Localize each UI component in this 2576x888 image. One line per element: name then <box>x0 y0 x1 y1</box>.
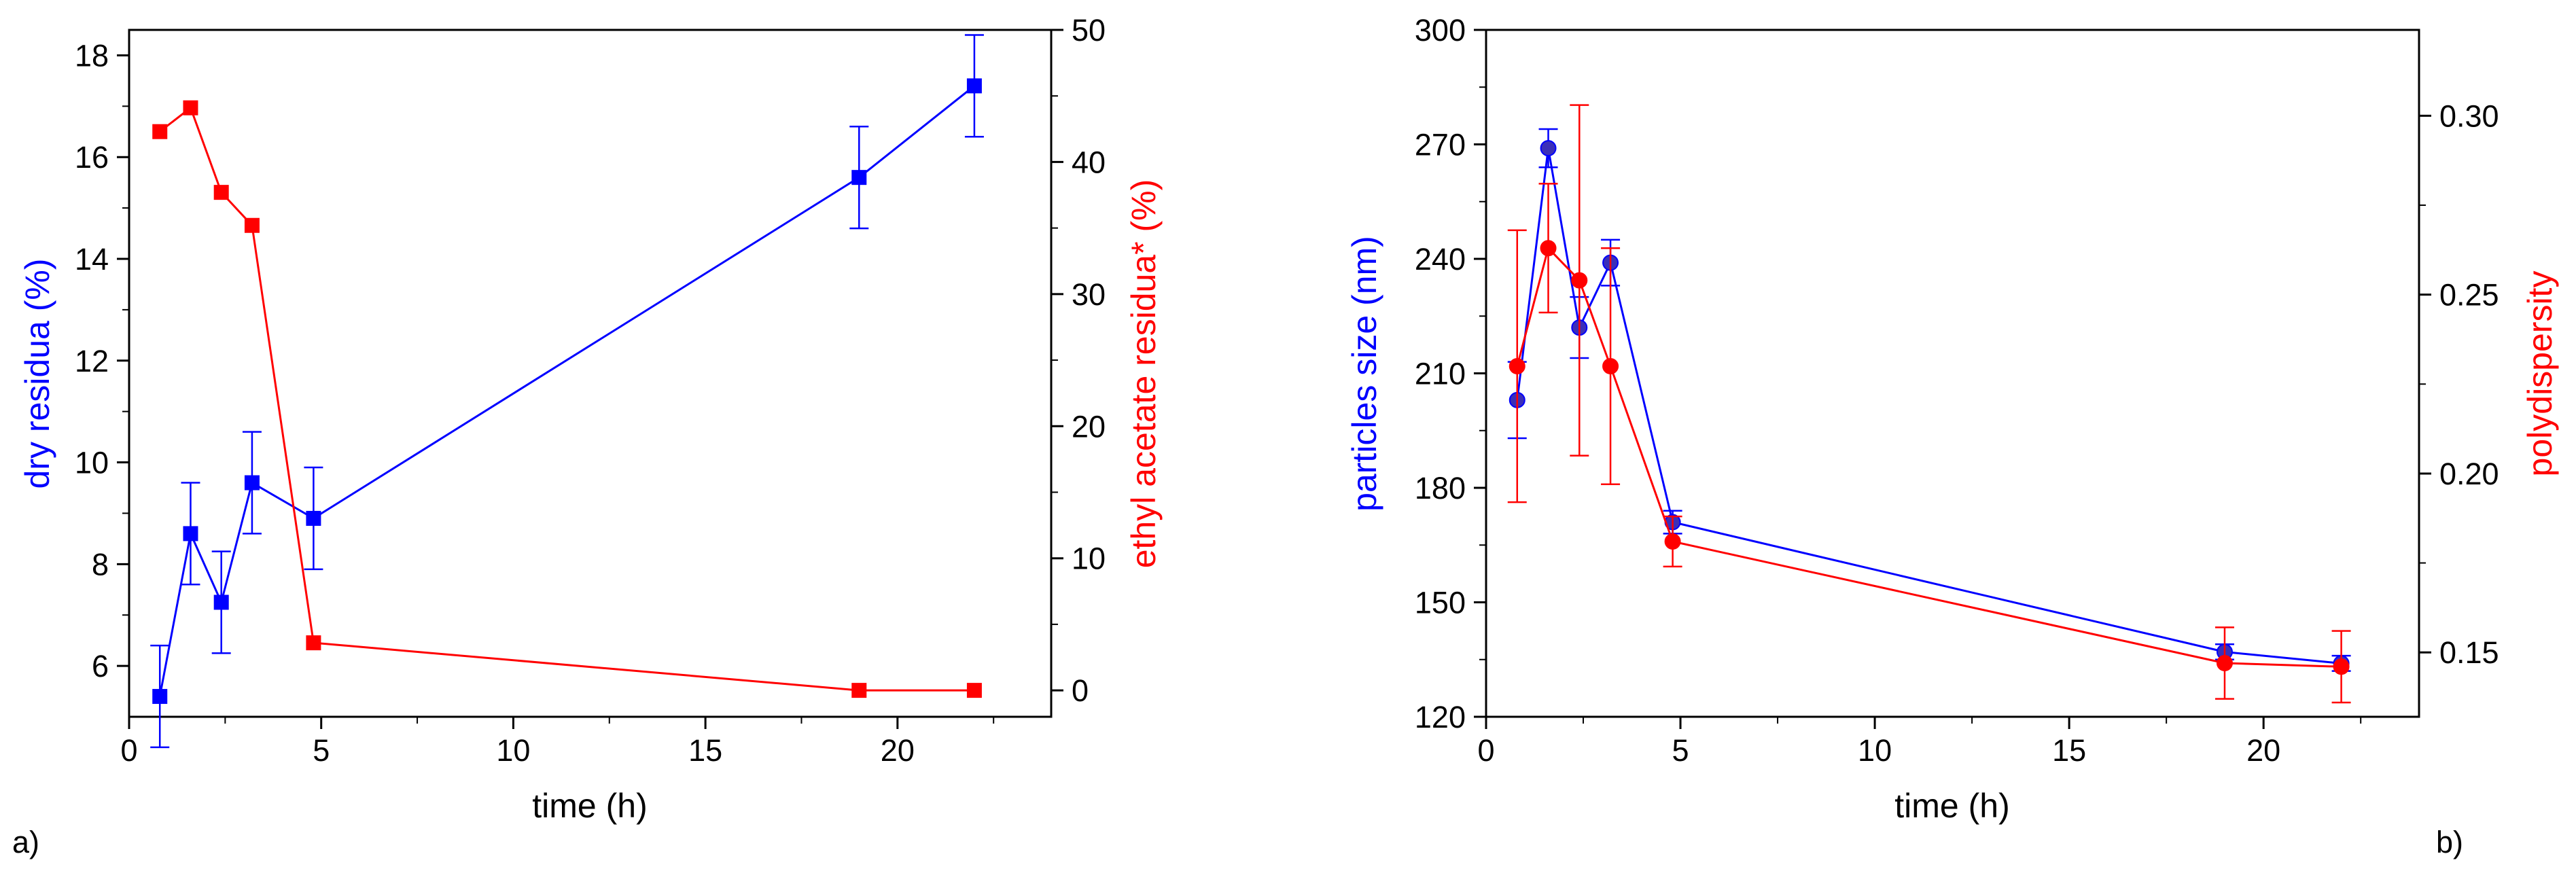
y-right-tick-label: 50 <box>1072 13 1106 48</box>
data-point <box>851 683 867 698</box>
x-tick-label: 20 <box>881 733 915 768</box>
y-right-tick-label: 0.20 <box>2439 457 2499 491</box>
y-right-tick-label: 0.15 <box>2439 635 2499 670</box>
y-right-axis-title: ethyl acetate residua* (%) <box>1125 179 1163 569</box>
data-point <box>1540 240 1557 257</box>
data-point <box>306 635 321 651</box>
data-point <box>2333 658 2350 675</box>
data-point <box>213 594 229 610</box>
data-point <box>213 185 229 200</box>
data-point <box>1664 533 1681 550</box>
x-tick-label: 0 <box>120 733 137 768</box>
x-tick-label: 5 <box>313 733 330 768</box>
x-tick-label: 5 <box>1672 733 1689 768</box>
data-point <box>244 217 260 233</box>
data-point <box>966 78 982 94</box>
y-left-tick-label: 150 <box>1415 586 1466 620</box>
y-left-tick-label: 210 <box>1415 357 1466 391</box>
x-tick-label: 10 <box>496 733 530 768</box>
y-left-tick-label: 18 <box>75 38 109 73</box>
x-tick-label: 20 <box>2246 733 2280 768</box>
y-left-tick-label: 180 <box>1415 471 1466 505</box>
panel-a: 0 5 10 15 20 6 8 10 12 14 16 18 0 10 20 30 40 50 time (h) d… <box>12 13 1163 859</box>
y-left-tick-label: 6 <box>92 649 109 683</box>
y-right-tick-label: 30 <box>1072 277 1106 312</box>
y-right-axis-title: polydispersity <box>2521 271 2559 477</box>
x-axis-title: time (h) <box>1894 787 2009 825</box>
data-point <box>152 124 168 139</box>
data-point <box>2216 655 2233 672</box>
y-left-tick-label: 10 <box>75 446 109 480</box>
data-point <box>966 683 982 698</box>
data-point <box>1508 357 1525 374</box>
y-left-tick-label: 120 <box>1415 700 1466 734</box>
x-axis-title: time (h) <box>532 787 647 825</box>
data-point <box>183 100 198 116</box>
y-left-tick-label: 240 <box>1415 242 1466 277</box>
data-point <box>306 510 321 526</box>
data-point <box>851 170 867 185</box>
y-left-tick-label: 14 <box>75 242 109 277</box>
data-point <box>183 526 198 541</box>
y-left-tick-label: 12 <box>75 344 109 378</box>
data-point <box>1571 272 1588 289</box>
x-tick-label: 0 <box>1477 733 1494 768</box>
data-point <box>1602 357 1619 374</box>
data-point <box>244 475 260 491</box>
y-left-tick-label: 270 <box>1415 128 1466 162</box>
y-left-tick-label: 16 <box>75 140 109 175</box>
y-left-tick-label: 300 <box>1415 13 1466 48</box>
y-right-tick-label: 20 <box>1072 409 1106 444</box>
series-polydispersity <box>1507 104 2351 704</box>
y-left-axis-title: dry residua (%) <box>18 259 56 489</box>
y-left-tick-label: 8 <box>92 547 109 582</box>
y-left-axis-title: particles size (nm) <box>1345 236 1383 512</box>
y-right-tick-label: 40 <box>1072 145 1106 179</box>
series-dry-residua <box>150 34 984 749</box>
y-right-tick-label: 0.25 <box>2439 278 2499 313</box>
x-tick-label: 15 <box>688 733 722 768</box>
data-point <box>1540 140 1557 157</box>
x-tick-label: 10 <box>1858 733 1892 768</box>
x-tick-label: 15 <box>2052 733 2086 768</box>
panel-label: a) <box>12 825 39 859</box>
y-right-tick-label: 0 <box>1072 673 1089 708</box>
panel-label: b) <box>2436 825 2463 859</box>
y-right-tick-label: 10 <box>1072 541 1106 576</box>
data-point <box>152 689 168 705</box>
panel-b: 0 5 10 15 20 120 150 180 210 240 270 300 0.15 0.20 0.2… <box>1345 13 2559 859</box>
y-right-tick-label: 0.30 <box>2439 99 2499 133</box>
plot-frame <box>128 29 1053 718</box>
series-ethyl-acetate-residua- <box>152 100 982 698</box>
